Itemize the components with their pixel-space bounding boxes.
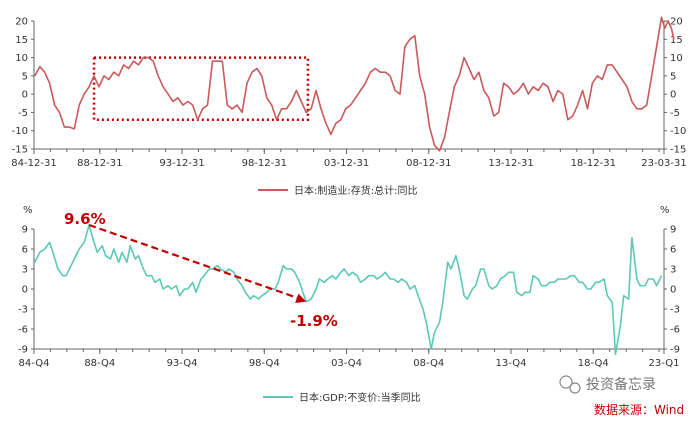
top-ytick-label-left: -10 [12,126,28,137]
top-ytick-label-left: -15 [12,145,28,156]
bottom-ytick-label-right: -6 [670,325,680,336]
top-legend: 日本:制造业:存货:总计:同比 [258,184,417,197]
top-ytick-label-right: 15 [670,35,683,46]
bottom-legend: 日本:GDP:不变价:当季同比 [263,391,421,404]
bottom-ytick-label-right: -9 [670,345,680,356]
top-ytick-label-right: -15 [670,145,686,156]
top-xtick-label: 23-03-31 [641,158,686,169]
bottom-xtick-label: 84-Q4 [19,358,50,369]
bottom-ytick-label-right: 3 [670,265,676,276]
top-xtick-label: 13-12-31 [488,158,533,169]
top-ytick-label-left: 20 [15,17,28,28]
top-ytick-label-right: 5 [670,71,676,82]
bottom-ytick-label-left: 6 [22,245,28,256]
top-xtick-label: 18-12-31 [571,158,616,169]
bottom-ytick-label-right: 6 [670,245,676,256]
top-ytick-label-right: -10 [670,126,686,137]
bottom-xtick-label: 08-Q4 [413,358,444,369]
top-xtick-label: 08-12-31 [406,158,451,169]
bottom-xtick-label: 03-Q4 [331,358,362,369]
bottom-ytick-label-left: 0 [22,285,28,296]
watermark-text: 投资备忘录 [586,376,656,393]
top-xtick-label: 88-12-31 [77,158,122,169]
bottom-ytick-label-left: -9 [18,345,28,356]
bottom-xtick-label: 93-Q4 [167,358,198,369]
bottom-trend-arrow-head [295,293,307,304]
annotation-peak: 9.6% [64,210,106,228]
annotation-trough: -1.9% [290,312,338,330]
bottom-ytick-label-left: 3 [22,265,28,276]
bottom-xtick-label: 23-Q1 [649,358,680,369]
top-ytick-label-left: 5 [22,71,28,82]
top-ytick-label-right: 10 [670,53,683,64]
bottom-left-unit: % [23,205,33,216]
top-xtick-label: 93-12-31 [159,158,204,169]
top-legend-label: 日本:制造业:存货:总计:同比 [294,184,417,197]
bottom-ytick-label-left: 9 [22,225,28,236]
bottom-legend-label: 日本:GDP:不变价:当季同比 [299,391,421,404]
top-xtick-label: 98-12-31 [242,158,287,169]
bottom-ytick-label-right: 0 [670,285,676,296]
bottom-xtick-label: 13-Q4 [496,358,527,369]
bottom-ytick-label-right: 9 [670,225,676,236]
bottom-series-line [34,224,663,356]
top-ytick-label-left: 15 [15,35,28,46]
top-highlight-box [92,56,310,121]
top-ytick-label-right: 0 [670,90,676,101]
watermark: 投资备忘录 [559,375,656,394]
top-ytick-label-left: 10 [15,53,28,64]
top-xtick-label: 84-12-31 [11,158,56,169]
bottom-xtick-label: 18-Q4 [578,358,609,369]
top-ytick-label-left: -5 [18,108,28,119]
top-ytick-label-right: 20 [670,17,683,28]
data-source: 数据来源：Wind [594,402,684,417]
bottom-ytick-label-left: -6 [18,325,28,336]
wechat-icon [559,375,581,394]
bottom-xtick-label: 88-Q4 [84,358,115,369]
top-xtick-label: 03-12-31 [324,158,369,169]
top-series-line [34,16,675,152]
top-ytick-label-right: -5 [670,108,680,119]
top-ytick-label-left: 0 [22,90,28,101]
bottom-xtick-label: 98-Q4 [249,358,280,369]
bottom-right-unit: % [660,205,670,216]
bottom-ytick-label-left: -3 [18,305,28,316]
bottom-trend-arrow-line [88,223,299,300]
top-chart: 20 20 15 15 10 10 5 5 0 0 -5 -5 -10 -10 -15 -15 84-12-31… [11,16,687,169]
bottom-ytick-label-right: -3 [670,305,680,316]
bottom-chart: 9 9 6 6 3 3 0 0 -3 -3 -6 -6 -9 -9 84-Q4 88-Q4 93-Q4 98-Q4… [18,223,680,369]
